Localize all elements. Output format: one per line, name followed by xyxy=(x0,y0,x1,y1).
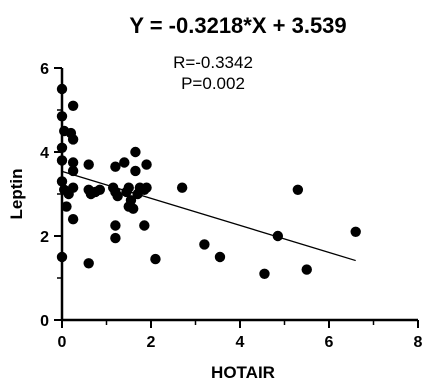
y-axis-label: Leptin xyxy=(7,169,26,220)
data-point xyxy=(176,182,188,193)
data-point xyxy=(110,161,121,172)
y-tick-label: 6 xyxy=(40,61,49,78)
data-point xyxy=(56,142,68,153)
data-point xyxy=(56,176,68,187)
p-value-annotation: P=0.002 xyxy=(181,74,245,93)
x-tick-label: 8 xyxy=(414,334,423,351)
data-point xyxy=(214,251,226,263)
data-points xyxy=(56,83,361,279)
data-point xyxy=(67,134,79,145)
data-point xyxy=(56,251,68,263)
data-point xyxy=(67,100,79,112)
data-point xyxy=(141,182,152,193)
y-tick-label: 4 xyxy=(40,145,49,162)
data-point xyxy=(61,201,72,212)
data-point xyxy=(83,258,94,269)
data-point xyxy=(141,159,152,170)
data-point xyxy=(56,83,68,95)
data-point xyxy=(119,157,130,168)
data-point xyxy=(150,253,161,265)
data-point xyxy=(67,157,79,168)
data-point xyxy=(350,226,361,237)
data-point xyxy=(110,220,121,231)
data-point xyxy=(130,165,141,177)
data-point xyxy=(301,264,312,275)
x-axis-label: HOTAIR xyxy=(211,363,275,382)
x-tick-label: 6 xyxy=(325,334,334,351)
regression-line-group xyxy=(61,170,356,262)
data-point xyxy=(56,155,68,166)
x-tick-label: 2 xyxy=(147,334,156,351)
data-point xyxy=(56,111,68,122)
axes: 0 2 4 6 8 0 2 4 6 xyxy=(40,61,422,351)
regression-line xyxy=(61,170,356,262)
data-point xyxy=(83,159,94,170)
y-tick-label: 2 xyxy=(40,229,49,246)
data-point xyxy=(67,182,79,193)
data-point xyxy=(199,239,210,250)
correlation-annotation: R=-0.3342 xyxy=(173,53,253,72)
data-point xyxy=(67,214,79,225)
data-point xyxy=(292,184,304,195)
chart-title: Y = -0.3218*X + 3.539 xyxy=(129,13,346,38)
data-point xyxy=(272,230,284,242)
data-point xyxy=(94,184,106,195)
x-tick-label: 0 xyxy=(58,334,67,351)
data-point xyxy=(259,268,270,279)
data-point xyxy=(112,190,123,202)
data-point xyxy=(130,146,141,158)
data-point xyxy=(110,232,121,244)
data-point xyxy=(128,203,139,214)
y-tick-label: 0 xyxy=(40,313,49,330)
data-point xyxy=(139,220,150,231)
x-tick-label: 4 xyxy=(236,334,245,351)
